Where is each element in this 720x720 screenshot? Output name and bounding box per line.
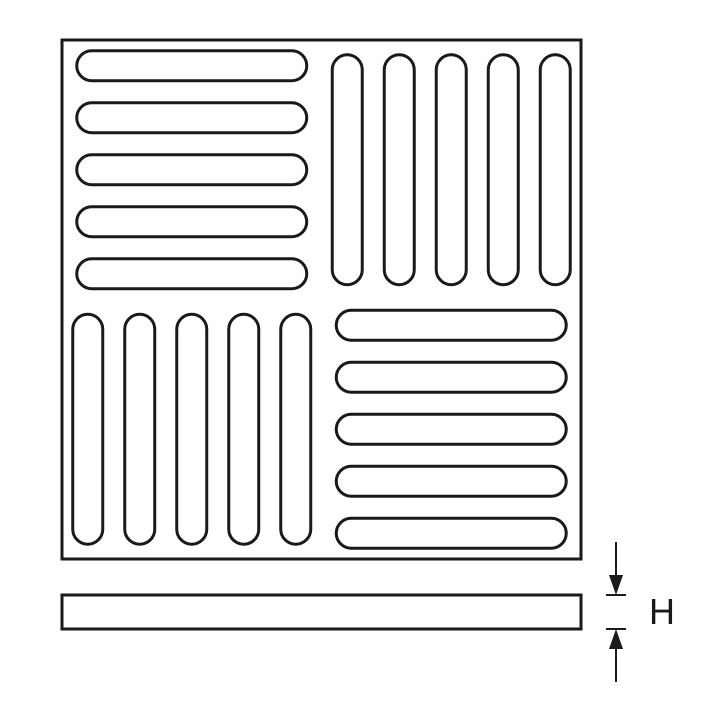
vent-slot [73,314,103,544]
dim-arrowhead [609,575,623,595]
vent-slot [77,259,307,289]
dim-arrowhead [609,629,623,649]
vent-slot [336,362,566,392]
vent-slot [77,51,307,81]
technical-drawing: H [0,0,720,720]
vent-slot [281,314,311,544]
vent-slot [77,207,307,237]
top-view-frame [62,40,581,559]
vent-slot [384,55,414,285]
vent-slot [177,314,207,544]
vent-slot [540,55,570,285]
vent-slot [125,314,155,544]
vent-slot [336,518,566,548]
vent-slot [332,55,362,285]
dim-label-h: H [649,591,675,632]
vent-slot [77,155,307,185]
vent-slot [436,55,466,285]
vent-slot [336,310,566,340]
vent-slot [488,55,518,285]
vent-slot [336,414,566,444]
side-view [62,595,581,629]
vent-slot [77,103,307,133]
vent-slot [336,466,566,496]
vent-slot [229,314,259,544]
